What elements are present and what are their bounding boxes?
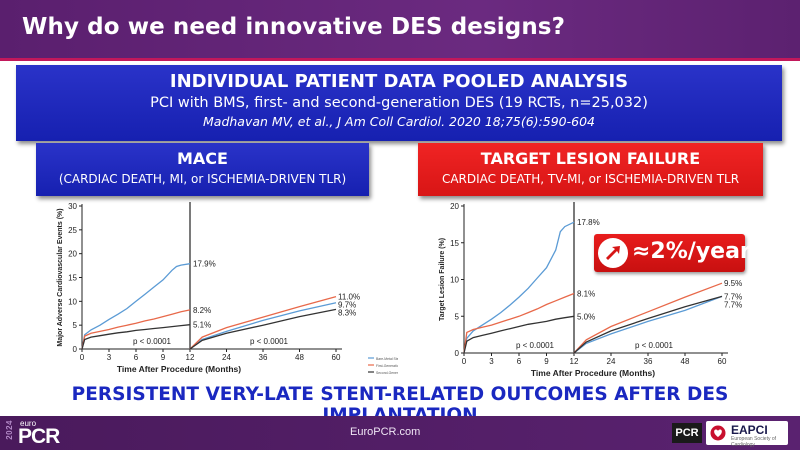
- series-line-late: [573, 282, 723, 354]
- series-line-early: [463, 292, 575, 354]
- p-value-early: p < 0.0001: [516, 341, 555, 350]
- banner-citation: Madhavan MV, et al., J Am Coll Cardiol. …: [203, 114, 595, 129]
- heart-icon: [710, 425, 726, 441]
- series-line-late: [189, 295, 337, 350]
- mace-subtitle: (CARDIAC DEATH, MI, or ISCHEMIA-DRIVEN T…: [58, 172, 347, 186]
- y-tick-label: 30: [68, 202, 77, 211]
- end-label-early: 5.1%: [193, 321, 211, 330]
- end-label-late: 11.0%: [338, 293, 360, 302]
- x-tick-label: 3: [107, 353, 112, 362]
- y-tick-label: 20: [68, 250, 77, 259]
- x-tick-label: 6: [134, 353, 139, 362]
- series-line-late: [573, 295, 723, 354]
- end-label-early: 17.8%: [577, 218, 600, 227]
- p-value-early: p < 0.0001: [133, 337, 172, 346]
- end-label-late: 8.3%: [338, 309, 356, 318]
- p-value-late: p < 0.0001: [635, 341, 674, 350]
- x-tick-label: 60: [718, 357, 727, 366]
- y-tick-label: 15: [450, 239, 459, 248]
- end-label-early: 8.2%: [193, 306, 211, 315]
- eapci-sublabel: European Society of Cardiology: [731, 436, 777, 448]
- end-label-early: 17.9%: [193, 260, 216, 269]
- x-tick-label: 60: [332, 353, 341, 362]
- p-value-late: p < 0.0001: [250, 337, 289, 346]
- series-line-early: [81, 324, 191, 350]
- tlf-box: TARGET LESION FAILURE CARDIAC DEATH, TV-…: [418, 143, 763, 196]
- mace-box: MACE (CARDIAC DEATH, MI, or ISCHEMIA-DRI…: [36, 143, 369, 196]
- tlf-title: TARGET LESION FAILURE: [480, 149, 701, 168]
- x-axis-label: Time After Procedure (Months): [117, 364, 241, 374]
- banner-title: INDIVIDUAL PATIENT DATA POOLED ANALYSIS: [169, 71, 629, 92]
- eapci-logo: EAPCI European Society of Cardiology: [706, 421, 788, 448]
- header-bar: Why do we need innovative DES designs?: [0, 0, 800, 61]
- x-tick-label: 6: [517, 357, 522, 366]
- y-tick-label: 5: [455, 312, 460, 321]
- series-line-early: [81, 309, 191, 350]
- y-axis-label: Major Adverse Cardiovascular Events (%): [57, 208, 64, 346]
- x-tick-label: 36: [259, 353, 268, 362]
- x-tick-label: 36: [644, 357, 653, 366]
- end-label-early: 5.0%: [577, 312, 595, 321]
- mace-title: MACE: [177, 149, 228, 168]
- y-tick-label: 20: [450, 202, 459, 211]
- logo-year: 2024: [5, 420, 14, 440]
- up-arrow-icon: [606, 246, 620, 260]
- legend-label: Second-Generation Drug-Eluting Stent (DE…: [376, 371, 398, 375]
- series-line-early: [463, 315, 575, 354]
- y-axis-label: Target Lesion Failure (%): [439, 238, 446, 321]
- banner-subtitle: PCI with BMS, first- and second-generati…: [150, 95, 648, 111]
- legend-label: First-Generation Drug-Eluting Stent (DES…: [376, 364, 398, 368]
- x-tick-label: 12: [570, 357, 579, 366]
- series-line-late: [573, 295, 723, 354]
- end-label-late: 7.7%: [724, 292, 742, 301]
- badge-text: ≈2%/year: [632, 239, 751, 264]
- y-tick-label: 5: [73, 321, 78, 330]
- tlf-subtitle: CARDIAC DEATH, TV-MI, or ISCHEMIA-DRIVEN…: [441, 172, 740, 186]
- header-accent-line: [0, 58, 800, 61]
- europcr-logo: PCR: [18, 425, 60, 448]
- x-axis-label: Time After Procedure (Months): [531, 368, 655, 378]
- x-tick-label: 12: [186, 353, 195, 362]
- x-tick-label: 24: [222, 353, 231, 362]
- x-tick-label: 0: [462, 357, 467, 366]
- legend-label: Bare-Metal Stent (BMS): [376, 357, 398, 361]
- series-line-late: [189, 308, 337, 350]
- y-tick-label: 25: [68, 226, 77, 235]
- end-label-late: 9.5%: [724, 279, 742, 288]
- x-tick-label: 3: [489, 357, 494, 366]
- eapci-label: EAPCI: [731, 423, 768, 437]
- x-tick-label: 9: [544, 357, 549, 366]
- x-tick-label: 48: [681, 357, 690, 366]
- logo-euro: euro: [20, 419, 37, 428]
- end-label-early: 8.1%: [577, 289, 595, 298]
- x-tick-label: 24: [607, 357, 616, 366]
- pcr-logo-small: PCR: [672, 423, 702, 443]
- end-label-late: 9.7%: [338, 301, 356, 310]
- x-tick-label: 48: [295, 353, 304, 362]
- series-line-early: [81, 263, 191, 350]
- footer-website[interactable]: EuroPCR.com: [350, 426, 421, 438]
- x-tick-label: 0: [80, 353, 85, 362]
- rate-badge: ≈2%/year: [594, 234, 751, 272]
- end-label-late: 7.7%: [724, 300, 742, 309]
- study-banner: INDIVIDUAL PATIENT DATA POOLED ANALYSIS …: [16, 65, 782, 141]
- y-tick-label: 10: [68, 297, 77, 306]
- x-tick-label: 9: [161, 353, 166, 362]
- y-tick-label: 10: [450, 276, 459, 285]
- page-title: Why do we need innovative DES designs?: [22, 14, 566, 40]
- y-tick-label: 15: [68, 274, 77, 283]
- footer-bar: 2024 euro PCR EuroPCR.com PCR EAPCI Euro…: [0, 416, 800, 450]
- y-tick-label: 0: [455, 349, 460, 358]
- series-line-early: [463, 221, 575, 354]
- y-tick-label: 0: [73, 345, 78, 354]
